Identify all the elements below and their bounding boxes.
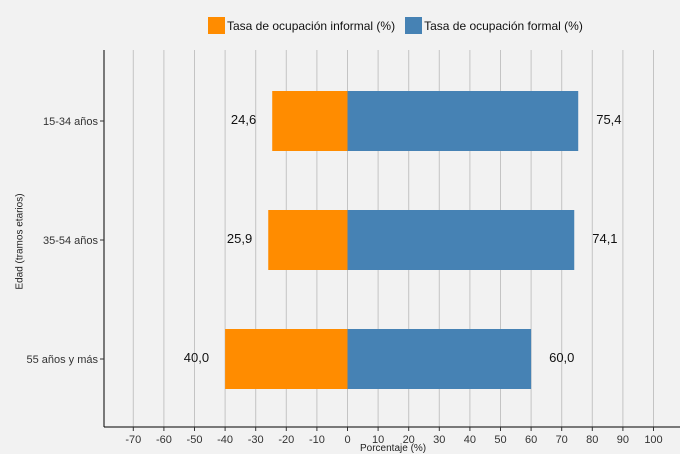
x-tick-label: 50 — [494, 434, 506, 446]
data-label-informal: 24,6 — [231, 112, 256, 127]
x-tick-label: 30 — [433, 434, 445, 446]
data-label-informal: 40,0 — [184, 350, 209, 365]
legend: Tasa de ocupación informal (%) Tasa de o… — [208, 17, 593, 34]
y-tick-label: 35-54 años — [43, 235, 99, 247]
x-tick-label: -30 — [248, 434, 264, 446]
x-tick-label: 40 — [464, 434, 476, 446]
x-tick-label: -20 — [278, 434, 294, 446]
bar-formal — [347, 329, 532, 389]
legend-swatch-formal — [405, 17, 423, 34]
legend-label-informal: Tasa de ocupación informal (%) — [227, 18, 396, 33]
legend-item-formal[interactable]: Tasa de ocupación formal (%) — [405, 17, 583, 34]
bar-formal — [347, 91, 579, 151]
data-label-formal: 60,0 — [549, 350, 574, 365]
x-tick-label: -50 — [187, 434, 203, 446]
x-tick-label: -60 — [156, 434, 172, 446]
x-tick-label: 60 — [525, 434, 537, 446]
x-tick-label: 80 — [586, 434, 598, 446]
bar-informal — [268, 210, 348, 270]
x-tick-label: 0 — [344, 434, 350, 446]
bar-informal — [225, 329, 348, 389]
legend-swatch-informal — [208, 17, 225, 34]
x-tick-label: 100 — [644, 434, 662, 446]
y-tick-label: 15-34 años — [43, 116, 99, 128]
x-tick-label: 20 — [403, 434, 415, 446]
bar-informal — [272, 91, 348, 151]
y-tick-label: 55 años y más — [26, 354, 98, 366]
data-label-formal: 74,1 — [592, 231, 617, 246]
x-axis-title: Porcentaje (%) — [360, 443, 427, 454]
legend-item-informal[interactable]: Tasa de ocupación informal (%) — [208, 17, 395, 34]
y-axis-title: Edad (tramos etarios) — [14, 193, 26, 290]
x-tick-label: 70 — [556, 434, 568, 446]
data-label-formal: 75,4 — [596, 112, 621, 127]
bar-formal — [347, 210, 575, 270]
x-tick-label: -10 — [309, 434, 325, 446]
x-tick-label: 10 — [372, 434, 384, 446]
x-tick-label: -40 — [217, 434, 233, 446]
legend-label-formal: Tasa de ocupación formal (%) — [424, 18, 583, 33]
x-tick-label: 90 — [617, 434, 629, 446]
x-tick-label: -70 — [125, 434, 141, 446]
data-label-informal: 25,9 — [227, 231, 252, 246]
